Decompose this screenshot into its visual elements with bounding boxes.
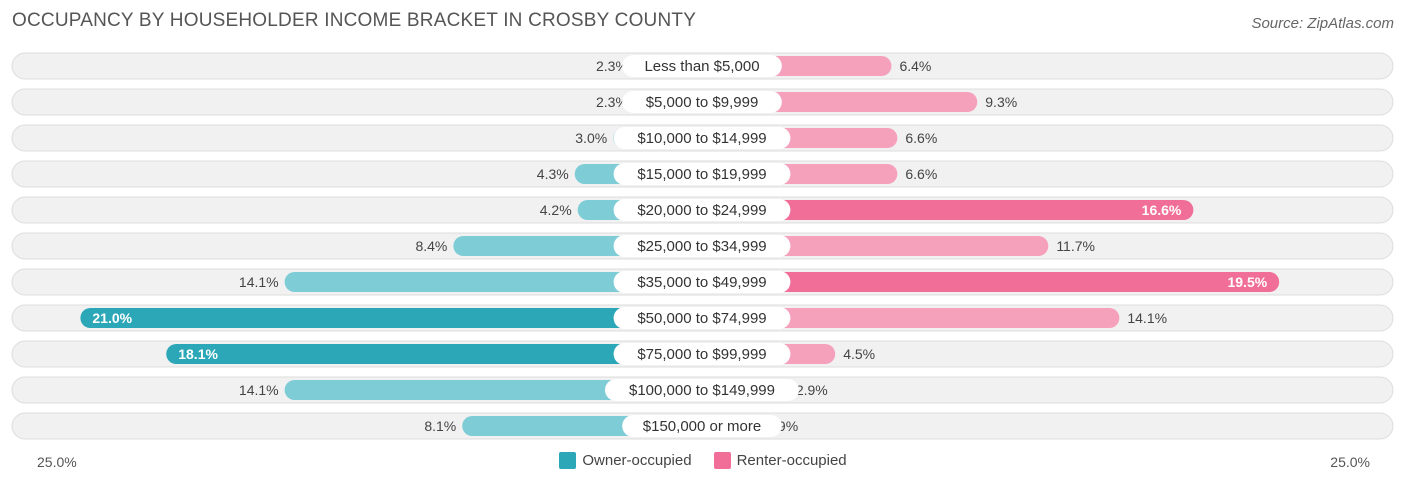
renter-bar: [702, 200, 1194, 220]
owner-value-label: 21.0%: [92, 310, 132, 326]
category-label: $20,000 to $24,999: [637, 202, 766, 219]
legend-item-renter: Renter-occupied: [713, 452, 847, 469]
renter-value-label: 9.3%: [985, 94, 1017, 110]
legend-item-owner: Owner-occupied: [559, 452, 692, 469]
legend-swatch-owner: [559, 452, 577, 469]
category-pill: [613, 163, 791, 185]
category-label: Less than $5,000: [644, 58, 759, 75]
chart-source: Source: ZipAtlas.com: [1251, 15, 1394, 32]
renter-value-label: 6.6%: [905, 130, 937, 146]
owner-value-label: 4.2%: [540, 202, 572, 218]
category-pill: [613, 343, 791, 365]
category-pill: [613, 271, 791, 293]
legend-swatch-renter: [713, 452, 731, 469]
renter-bar: [702, 308, 1120, 328]
owner-value-label: 18.1%: [178, 346, 218, 362]
owner-value-label: 14.1%: [239, 274, 279, 290]
category-pill: [613, 307, 791, 329]
renter-value-label: 6.6%: [905, 166, 937, 182]
owner-value-label: 4.3%: [537, 166, 569, 182]
owner-value-label: 2.3%: [596, 58, 628, 74]
renter-value-label: 19.5%: [1227, 274, 1267, 290]
renter-value-label: 6.4%: [899, 58, 931, 74]
category-label: $75,000 to $99,999: [637, 346, 766, 363]
category-label: $50,000 to $74,999: [637, 310, 766, 327]
category-label: $100,000 to $149,999: [629, 382, 775, 399]
owner-bar: [284, 380, 702, 400]
owner-bar: [80, 308, 702, 328]
category-label: $150,000 or more: [643, 418, 761, 435]
category-pill: [613, 235, 791, 257]
legend: Owner-occupied Renter-occupied: [0, 452, 1406, 469]
owner-value-label: 8.4%: [415, 238, 447, 254]
category-label: $5,000 to $9,999: [646, 94, 759, 111]
renter-bar: [702, 272, 1280, 292]
legend-label-owner: Owner-occupied: [582, 452, 692, 469]
category-pill: [613, 127, 791, 149]
owner-bar: [166, 344, 703, 364]
category-pill: [613, 199, 791, 221]
owner-value-label: 8.1%: [424, 418, 456, 434]
renter-value-label: 2.9%: [796, 382, 828, 398]
axis-left-label: 25.0%: [37, 454, 77, 470]
category-pill: [622, 415, 782, 437]
renter-value-label: 11.7%: [1056, 238, 1095, 254]
legend-label-renter: Renter-occupied: [736, 452, 847, 469]
owner-value-label: 3.0%: [575, 130, 607, 146]
category-label: $35,000 to $49,999: [637, 274, 766, 291]
renter-value-label: 16.6%: [1142, 202, 1182, 218]
category-pill: [622, 55, 782, 77]
owner-value-label: 2.3%: [596, 94, 628, 110]
category-label: $10,000 to $14,999: [637, 130, 766, 147]
renter-value-label: 14.1%: [1127, 310, 1167, 326]
category-label: $15,000 to $19,999: [637, 166, 766, 183]
renter-value-label: 4.5%: [843, 346, 875, 362]
chart-title: OCCUPANCY BY HOUSEHOLDER INCOME BRACKET …: [12, 10, 697, 31]
owner-value-label: 14.1%: [239, 382, 279, 398]
category-pill: [605, 379, 799, 401]
axis-right-label: 25.0%: [1330, 454, 1370, 470]
category-label: $25,000 to $34,999: [637, 238, 766, 255]
category-pill: [622, 91, 782, 113]
owner-bar: [284, 272, 702, 292]
